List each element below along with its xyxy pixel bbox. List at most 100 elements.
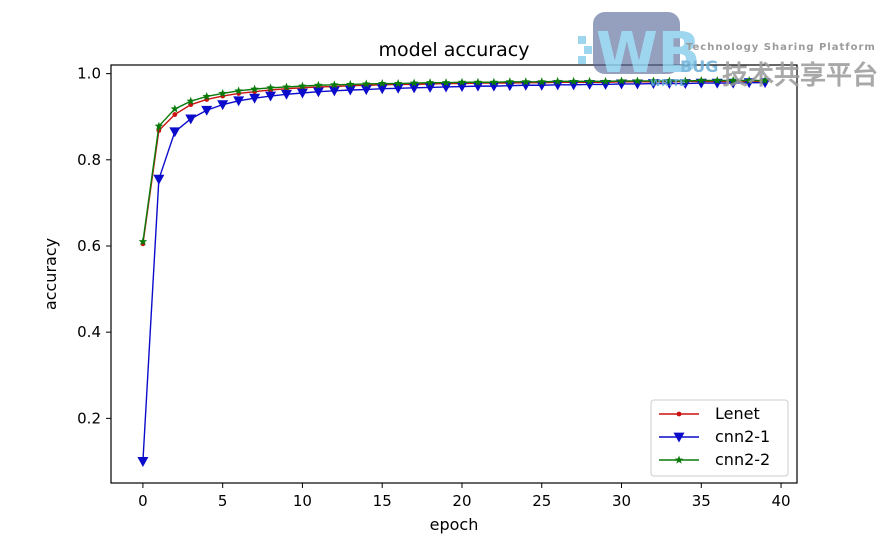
data-point xyxy=(138,237,148,246)
data-point xyxy=(376,84,388,95)
data-point xyxy=(505,77,515,86)
y-tick-label: 1.0 xyxy=(77,65,101,83)
series-layer xyxy=(137,76,771,467)
data-point xyxy=(728,76,738,85)
data-point xyxy=(186,96,196,105)
y-tick-label: 0.8 xyxy=(77,151,101,169)
data-point xyxy=(312,87,324,98)
data-point xyxy=(218,88,227,98)
logo-brand: BUG xyxy=(680,57,718,76)
data-point xyxy=(631,79,643,90)
data-point xyxy=(185,114,197,125)
logo-pixel xyxy=(578,56,586,64)
data-point xyxy=(392,83,404,94)
data-point xyxy=(440,82,452,93)
data-point xyxy=(425,78,435,87)
x-tick-label: 25 xyxy=(532,492,551,510)
data-point xyxy=(456,82,468,93)
data-point xyxy=(584,79,596,90)
y-axis-ticks: 0.2 0.4 0.6 0.8 1.0 xyxy=(77,65,111,427)
data-point xyxy=(569,76,578,86)
logo-pixel xyxy=(578,36,586,44)
data-point xyxy=(154,121,164,130)
data-point xyxy=(169,127,181,138)
data-point xyxy=(314,80,323,89)
series-cnn2-2 xyxy=(138,76,770,246)
data-point xyxy=(568,80,580,91)
logo-brand-sub: WRITE xyxy=(650,78,686,89)
x-tick-label: 5 xyxy=(218,492,228,510)
x-axis-ticks: 0 5 10 15 20 25 30 35 40 xyxy=(138,483,791,510)
legend-marker xyxy=(674,455,684,464)
data-point xyxy=(409,78,419,87)
data-point xyxy=(665,76,674,85)
watermark-tagline: Technology Sharing Platform xyxy=(686,42,876,53)
series-lenet xyxy=(140,78,768,247)
logo-backdrop xyxy=(593,12,680,74)
data-point xyxy=(328,86,340,97)
data-point xyxy=(377,79,387,88)
data-point xyxy=(488,81,500,92)
y-tick-label: 0.4 xyxy=(77,323,101,341)
data-point xyxy=(617,76,626,85)
data-point xyxy=(585,76,594,86)
data-point xyxy=(296,88,308,99)
data-point xyxy=(744,76,754,85)
data-point xyxy=(601,76,610,86)
legend-box xyxy=(650,399,789,477)
logo-pixel xyxy=(584,46,592,54)
data-point xyxy=(600,79,612,90)
data-point xyxy=(408,83,420,94)
data-point xyxy=(616,79,628,90)
data-point xyxy=(472,81,484,92)
series-line xyxy=(142,79,766,242)
data-point xyxy=(537,77,547,86)
x-tick-label: 30 xyxy=(612,492,631,510)
data-point xyxy=(249,93,261,104)
data-point xyxy=(697,76,706,85)
x-tick-label: 20 xyxy=(452,492,471,510)
x-tick-label: 35 xyxy=(692,492,711,510)
data-point xyxy=(202,91,211,101)
data-point xyxy=(346,79,355,89)
data-point xyxy=(536,80,548,91)
x-tick-label: 15 xyxy=(373,492,392,510)
data-point xyxy=(633,76,642,85)
legend-label: cnn2-1 xyxy=(715,427,770,446)
data-point xyxy=(457,77,467,86)
data-point xyxy=(504,81,516,92)
y-tick-label: 0.2 xyxy=(77,409,101,427)
data-point xyxy=(217,100,229,111)
chart-title: model accuracy xyxy=(379,39,530,61)
data-point xyxy=(234,86,243,95)
data-point xyxy=(760,76,770,85)
legend: Lenet cnn2-1 cnn2-2 xyxy=(650,399,789,477)
data-point xyxy=(137,457,149,467)
x-tick-label: 10 xyxy=(293,492,312,510)
watermark-cn-text: 技术共享平台 xyxy=(722,60,878,91)
data-point xyxy=(201,105,213,116)
x-axis-label: epoch xyxy=(430,515,479,534)
watermark-logo: WB BUG WRITE Technology Sharing Platform… xyxy=(578,12,878,91)
data-point xyxy=(265,91,277,102)
data-point xyxy=(330,80,339,89)
data-point xyxy=(553,76,562,86)
data-point xyxy=(552,80,564,91)
plot-area-frame xyxy=(110,64,798,484)
legend-marker xyxy=(673,432,685,443)
data-point xyxy=(170,104,180,113)
legend-label: cnn2-2 xyxy=(715,450,770,469)
data-point xyxy=(424,83,436,93)
x-tick-label: 40 xyxy=(771,492,790,510)
y-tick-label: 0.6 xyxy=(77,237,101,255)
series-line xyxy=(142,81,766,462)
data-point xyxy=(520,80,532,91)
data-point xyxy=(298,81,307,90)
data-point xyxy=(344,85,356,96)
data-point xyxy=(282,82,291,91)
data-point xyxy=(649,76,658,85)
legend-label: Lenet xyxy=(715,404,760,423)
data-point xyxy=(250,84,259,93)
data-point xyxy=(233,96,245,107)
